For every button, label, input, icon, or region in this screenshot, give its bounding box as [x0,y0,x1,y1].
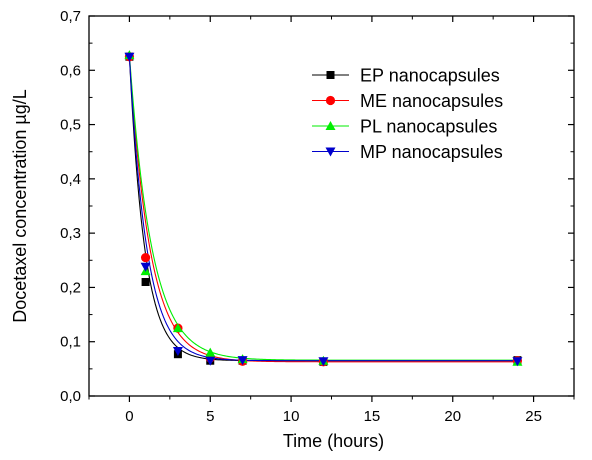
data-point [124,52,135,62]
y-axis-title: Docetaxel concentration µg/L [10,89,30,323]
x-tick-label: 10 [283,408,300,425]
data-point [237,356,248,366]
y-tick-label: 0,1 [60,334,81,351]
data-point [205,347,216,357]
y-tick-label: 0,5 [60,117,81,134]
x-tick-label: 25 [525,408,542,425]
data-point [140,262,151,272]
data-point [172,346,183,356]
data-point [318,357,329,367]
data-point [512,357,523,367]
x-tick-label: 0 [125,408,133,425]
y-tick-label: 0,7 [60,8,81,25]
x-axis-title: Time (hours) [283,431,384,451]
data-point [172,323,183,333]
y-tick-label: 0,4 [60,171,81,188]
legend-label: PL nanocapsules [360,117,497,137]
data-point [141,278,150,286]
x-tick-label: 20 [444,408,461,425]
data-point [205,356,216,366]
legend-marker [325,147,336,157]
data-points [124,50,523,367]
x-tick-label: 15 [364,408,381,425]
legend-marker [326,71,335,79]
x-tick-label: 5 [206,408,214,425]
legend-marker [325,121,336,130]
data-point [140,252,151,263]
axis-ticks: 0,0 0,1 0,2 0,3 0,4 0,5 0,6 0,7 0 5 10 15 20 25 [60,8,575,425]
legend: EP nanocapsules ME nanocapsules PL nanocap… [312,66,503,162]
legend-label: MP nanocapsules [360,142,503,162]
y-tick-label: 0,0 [60,388,81,405]
legend-label: EP nanocapsules [360,66,500,86]
legend-label: ME nanocapsules [360,91,503,111]
y-tick-label: 0,6 [60,62,81,79]
y-tick-label: 0,2 [60,279,81,296]
legend-marker [325,95,336,106]
y-tick-label: 0,3 [60,225,81,242]
